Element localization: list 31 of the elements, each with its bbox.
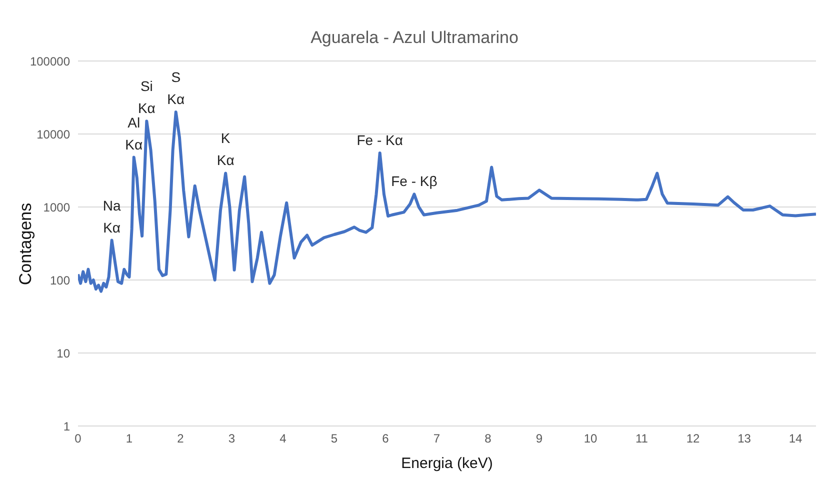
x-tick-label: 10 [584,432,598,446]
x-tick-label: 7 [433,432,440,446]
x-tick-label: 12 [686,432,700,446]
y-tick-label: 1000 [43,200,70,214]
annotation: Fe - Kβ [391,173,438,190]
annotation: Fe - Kα [356,132,403,148]
x-tick-label: 11 [636,432,648,446]
x-tick-label: 8 [484,432,492,446]
y-tick-label: 10 [56,346,70,360]
x-tick-label: 6 [382,432,390,446]
x-tick-label: 4 [280,432,287,446]
x-tick-label: 3 [228,432,236,446]
y-tick-label: 100000 [30,54,70,68]
x-tick-label: 0 [74,432,82,446]
y-tick-label: 1 [63,419,70,434]
x-tick-label: 1 [126,432,133,446]
annotation: Al Kα [125,114,143,152]
y-axis-title: Contagens [16,202,36,285]
x-tick-label: 2 [177,432,184,446]
annotation: Si Kα [138,78,156,116]
x-tick-label: 13 [738,432,752,446]
annotation: K Kα [216,130,234,168]
x-axis-title: Energia (keV) [400,455,494,472]
annotation: Na Kα [102,197,121,236]
chart-title: Aguarela - Azul Ultramarino [310,28,520,48]
y-tick-label: 10000 [36,127,70,142]
annotation: S Kα [167,69,185,108]
x-tick-label: 5 [330,432,338,446]
y-tick-label: 100 [50,273,70,288]
x-tick-label: 14 [788,432,802,446]
x-tick-label: 9 [536,432,543,446]
